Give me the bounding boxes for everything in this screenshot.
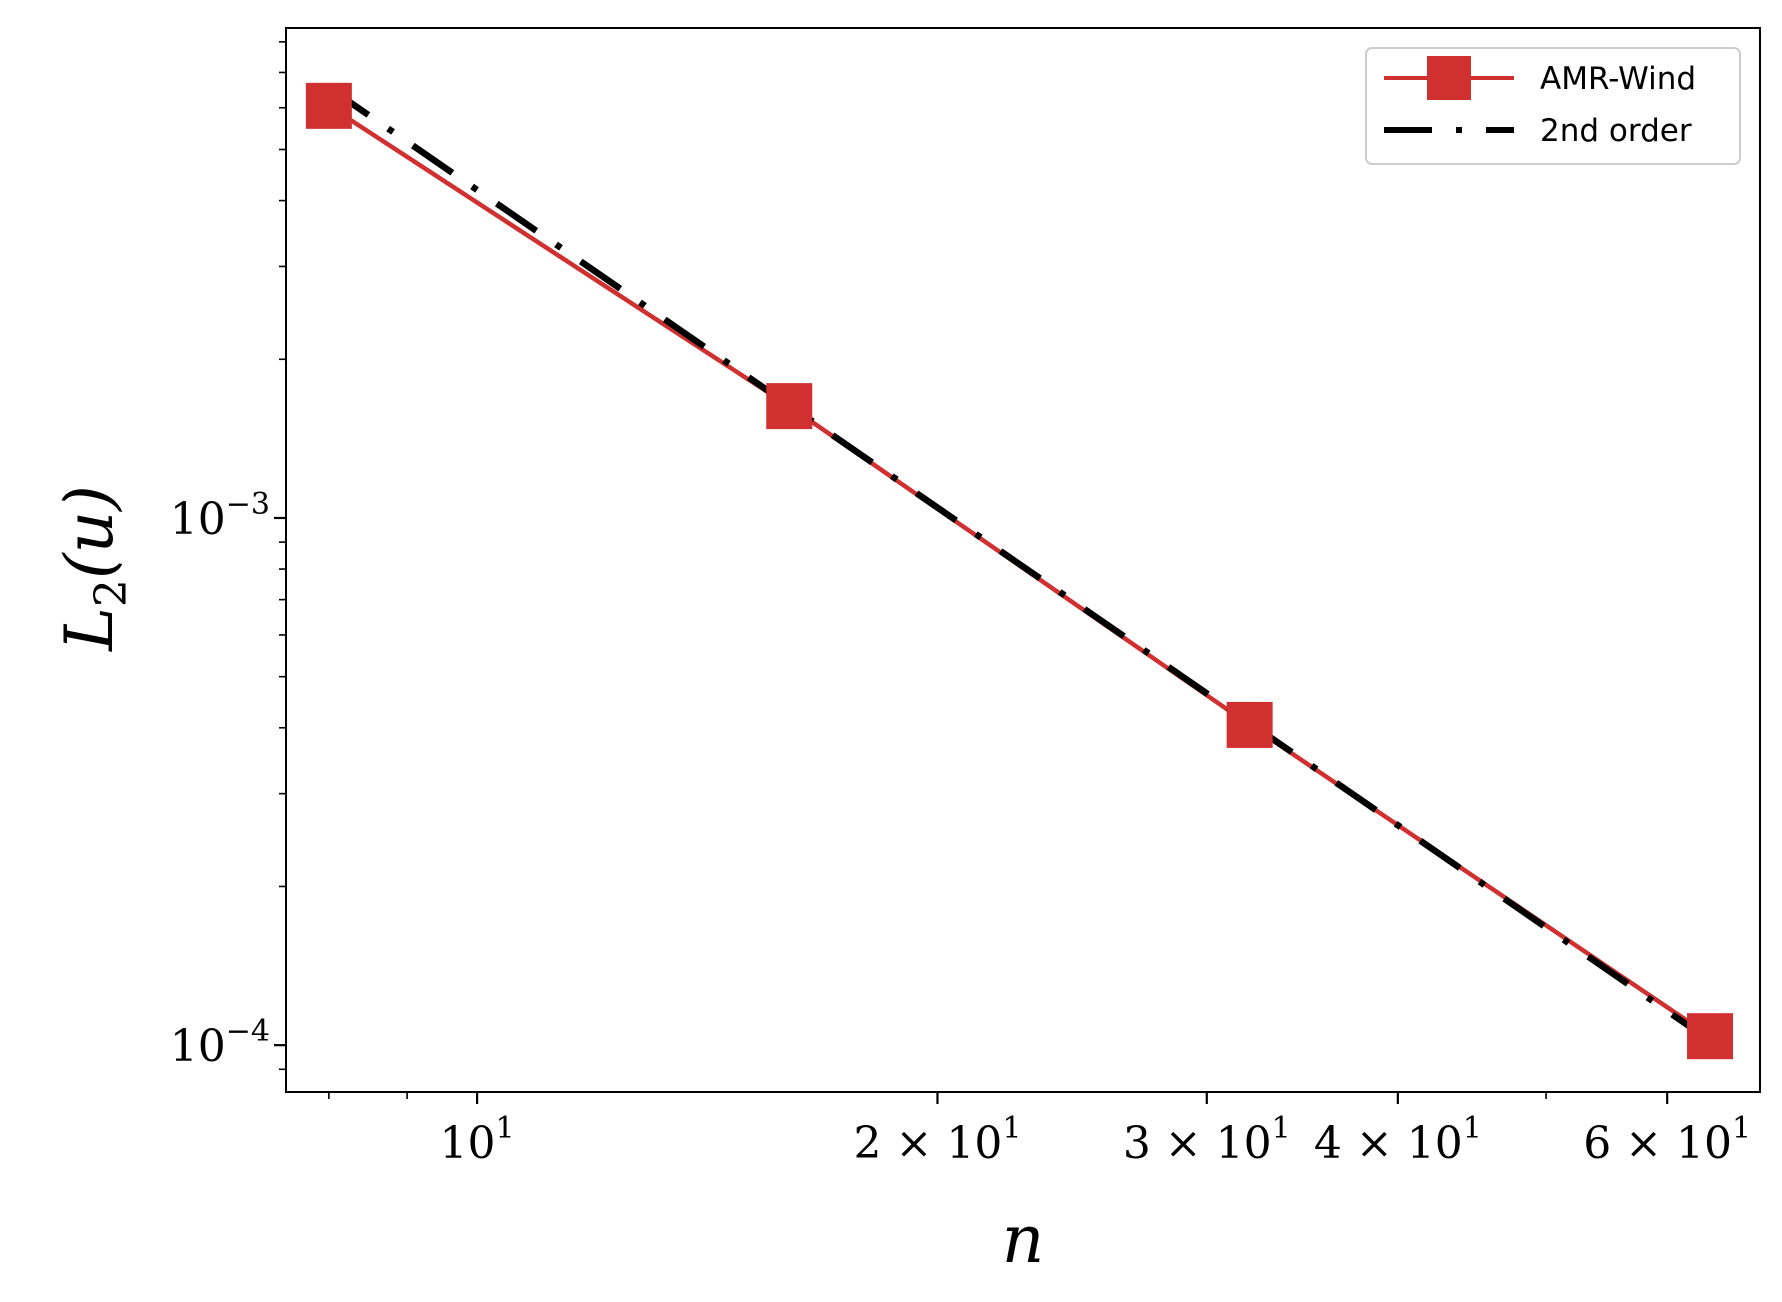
series-amr-wind-marker [1226,701,1273,748]
legend-label-2nd-order: 2nd order [1540,113,1692,149]
x-tick-label-exponent: 1 [1732,1111,1751,1146]
x-axis-label: n [1002,1201,1045,1278]
x-tick-label-exponent: 1 [496,1111,515,1146]
plot-area [305,82,1734,1060]
y-axis-label-argument: (u) [51,485,128,579]
legend: AMR-Wind 2nd order [1365,47,1741,165]
y-tick-label: 10−3 [170,487,270,545]
x-tick-label: 4 × 101 [1314,1111,1482,1169]
x-tick-label: 2 × 101 [854,1111,1022,1169]
x-tick-label-text: 2 × 10 [854,1118,1003,1169]
series-amr-wind-line [327,103,1712,1039]
x-tick-label-text: 6 × 10 [1583,1118,1732,1169]
y-tick-label-text: 10 [170,1021,226,1072]
x-tick-label-exponent: 1 [1463,1111,1482,1146]
x-tick-label-text: 10 [440,1118,496,1169]
y-tick-label-exponent: −3 [226,487,270,522]
x-tick-label-exponent: 1 [1272,1111,1291,1146]
y-tick-label: 10−4 [170,1014,270,1072]
series-2nd-order-line [327,84,1712,1044]
legend-swatch-amr-wind-marker [1427,56,1471,100]
y-axis-label-base: L [51,607,128,652]
x-tick-label-text: 4 × 10 [1314,1118,1463,1169]
y-axis-label-subscript: 2 [86,579,137,607]
x-tick-label-text: 3 × 10 [1123,1118,1272,1169]
x-tick-label-exponent: 1 [1002,1111,1021,1146]
x-tick-label: 101 [440,1111,515,1169]
y-tick-label-text: 10 [170,494,226,545]
series-amr-wind-marker [766,383,813,430]
y-tick-label-exponent: −4 [226,1014,270,1049]
y-axis-label: L2(u) [51,485,137,652]
axes-frame [285,27,1761,1093]
series-amr-wind-marker [1687,1013,1734,1060]
legend-label-amr-wind: AMR-Wind [1540,61,1696,97]
x-axis-label-text: n [1002,1201,1045,1278]
series-amr-wind-marker [305,82,352,129]
x-tick-label: 3 × 101 [1123,1111,1291,1169]
x-tick-label: 6 × 101 [1583,1111,1751,1169]
